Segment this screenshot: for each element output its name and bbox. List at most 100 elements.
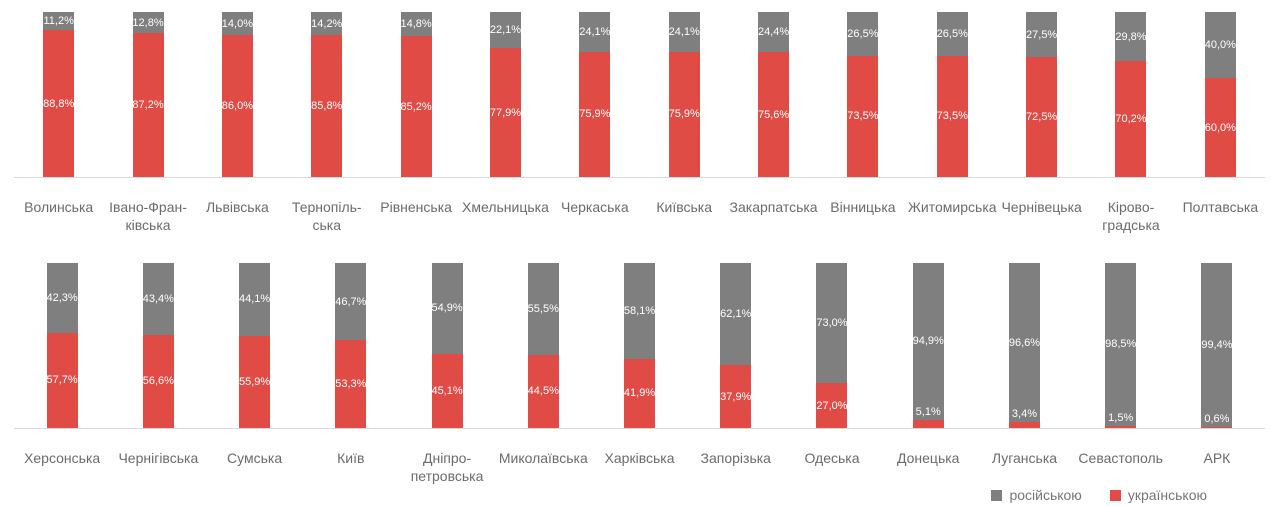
stacked-bar: 44,1% 55,9% [239,263,270,428]
stacked-bar: 12,8% 87,2% [132,12,164,177]
stacked-bar: 24,1% 75,9% [669,12,700,177]
russian-segment [624,263,656,359]
ukrainian-segment [527,354,559,428]
region-label: Сумська [227,450,283,466]
region-label: Хмельницька [462,199,549,215]
legend: російською українською [991,487,1207,503]
stacked-bar: 73,0% 27,0% [816,263,848,428]
bar-group: 22,1% 77,9% Хмельницька [461,12,550,234]
russian-segment [936,12,968,56]
ukrainian-segment [489,48,521,177]
legend-item: українською [1109,487,1207,503]
stacked-bar: 43,4% 56,6% [143,263,174,428]
bar-group: 62,1% 37,9% Запорізька [688,263,784,485]
ukrainian-segment [1204,78,1236,177]
ukrainian-segment [46,332,78,428]
region-label: Полтавська [1182,199,1259,215]
ukrainian-segment [668,51,700,177]
ukrainian-segment [720,365,752,428]
russian-segment [43,12,75,31]
region-label: Київ [337,450,365,466]
russian-segment [431,263,463,354]
region-label: Рівненська [380,199,452,215]
region-label: Чернівецька [1001,199,1082,215]
stacked-bar: 14,8% 85,2% [401,12,432,177]
russian-segment [400,12,432,37]
stacked-bar: 24,4% 75,6% [758,12,789,177]
russian-segment [1115,12,1147,62]
stacked-bar: 29,8% 70,2% [1115,12,1147,177]
bar-group: 14,0% 86,0% Львівська [193,12,282,234]
bar-group: 46,7% 53,3% Київ [303,263,399,485]
stacked-bar: 11,2% 88,8% [43,12,74,177]
stacked-bar: 99,4% 0,6% [1201,263,1233,428]
bar-columns: 42,3% 57,7% Херсонська 43,4% 56,6% Чернігівсь… [14,263,1265,485]
ukrainian-segment [847,55,879,177]
stacked-bar: 62,1% 37,9% [720,263,751,428]
russian-segment [720,263,752,366]
bar-group: 26,5% 73,5% Житомирська [908,12,997,234]
bar-group: 24,4% 75,6% Закарпатська [729,12,818,234]
bar-group: 98,5% 1,5% Севастополь [1073,263,1169,485]
x-axis-line [14,428,1265,429]
region-label: Одеська [804,450,860,466]
region-label: Вінницька [830,199,896,215]
legend-label: російською [1009,487,1082,503]
stacked-bar: 55,5% 44,5% [528,263,559,428]
legend-label: українською [1127,487,1207,503]
stacked-bar: 54,9% 45,1% [431,263,463,428]
region-label: Харківська [604,450,675,466]
region-label: Чернігівська [118,450,199,466]
bar-group: 27,5% 72,5% Чернівецька [997,12,1086,234]
region-label: Запорізька [700,450,771,466]
russian-segment [758,12,790,53]
region-label: Тернопіль- ська [291,199,362,233]
bar-group: 24,1% 75,9% Київська [640,12,729,234]
bar-group: 54,9% 45,1% Дніпро- петровська [399,263,495,485]
bar-group: 12,8% 87,2% Івано-Фран- ківська [103,12,192,234]
stacked-bar: 14,0% 86,0% [222,12,253,177]
stacked-bar: 96,6% 3,4% [1009,263,1040,428]
region-label: Івано-Фран- ківська [109,199,187,233]
bar-group: 55,5% 44,5% Миколаївська [495,263,591,485]
russian-segment [239,263,271,336]
ukrainian-segment [311,35,343,177]
bar-columns: 11,2% 88,8% Волинська 12,8% 87,2% Івано-Фран-… [14,12,1265,234]
ukrainian-segment [1026,57,1058,177]
russian-segment [46,263,78,333]
russian-segment [311,12,343,36]
bar-group: 96,6% 3,4% Луганська [976,263,1072,485]
stacked-bar: 46,7% 53,3% [335,263,366,428]
region-label: Львівська [205,199,269,215]
x-axis-line [14,177,1265,178]
ukrainian-segment [221,35,253,177]
region-label: Кірово- градська [1102,199,1160,233]
bar-group: 42,3% 57,7% Херсонська [14,263,110,485]
region-label: Донецька [896,450,960,466]
ukrainian-segment [239,335,271,428]
chart-row-top: 11,2% 88,8% Волинська 12,8% 87,2% Івано-Фран-… [14,12,1265,234]
stacked-bar: 58,1% 41,9% [624,263,655,428]
stacked-bar: 14,2% 85,8% [311,12,342,177]
legend-swatch-icon [991,489,1003,501]
ukrainian-segment [1201,427,1233,428]
region-label: Волинська [24,199,94,215]
stacked-bar: 26,5% 73,5% [847,12,879,177]
bar-group: 73,0% 27,0% Одеська [784,263,880,485]
stacked-bar: 27,5% 72,5% [1026,12,1057,177]
russian-segment [1204,12,1236,78]
russian-segment [142,263,174,335]
ukrainian-segment [335,340,367,428]
ukrainian-segment [936,55,968,177]
russian-segment [1105,263,1137,426]
russian-segment [579,12,611,52]
stacked-bar: 22,1% 77,9% [490,12,521,177]
bar-group: 11,2% 88,8% Волинська [14,12,103,234]
region-label: Київська [656,199,713,215]
region-label: Житомирська [908,199,997,215]
ukrainian-segment [579,51,611,177]
russian-segment [912,263,944,420]
russian-segment [1026,12,1058,58]
bar-group: 44,1% 55,9% Сумська [206,263,302,485]
